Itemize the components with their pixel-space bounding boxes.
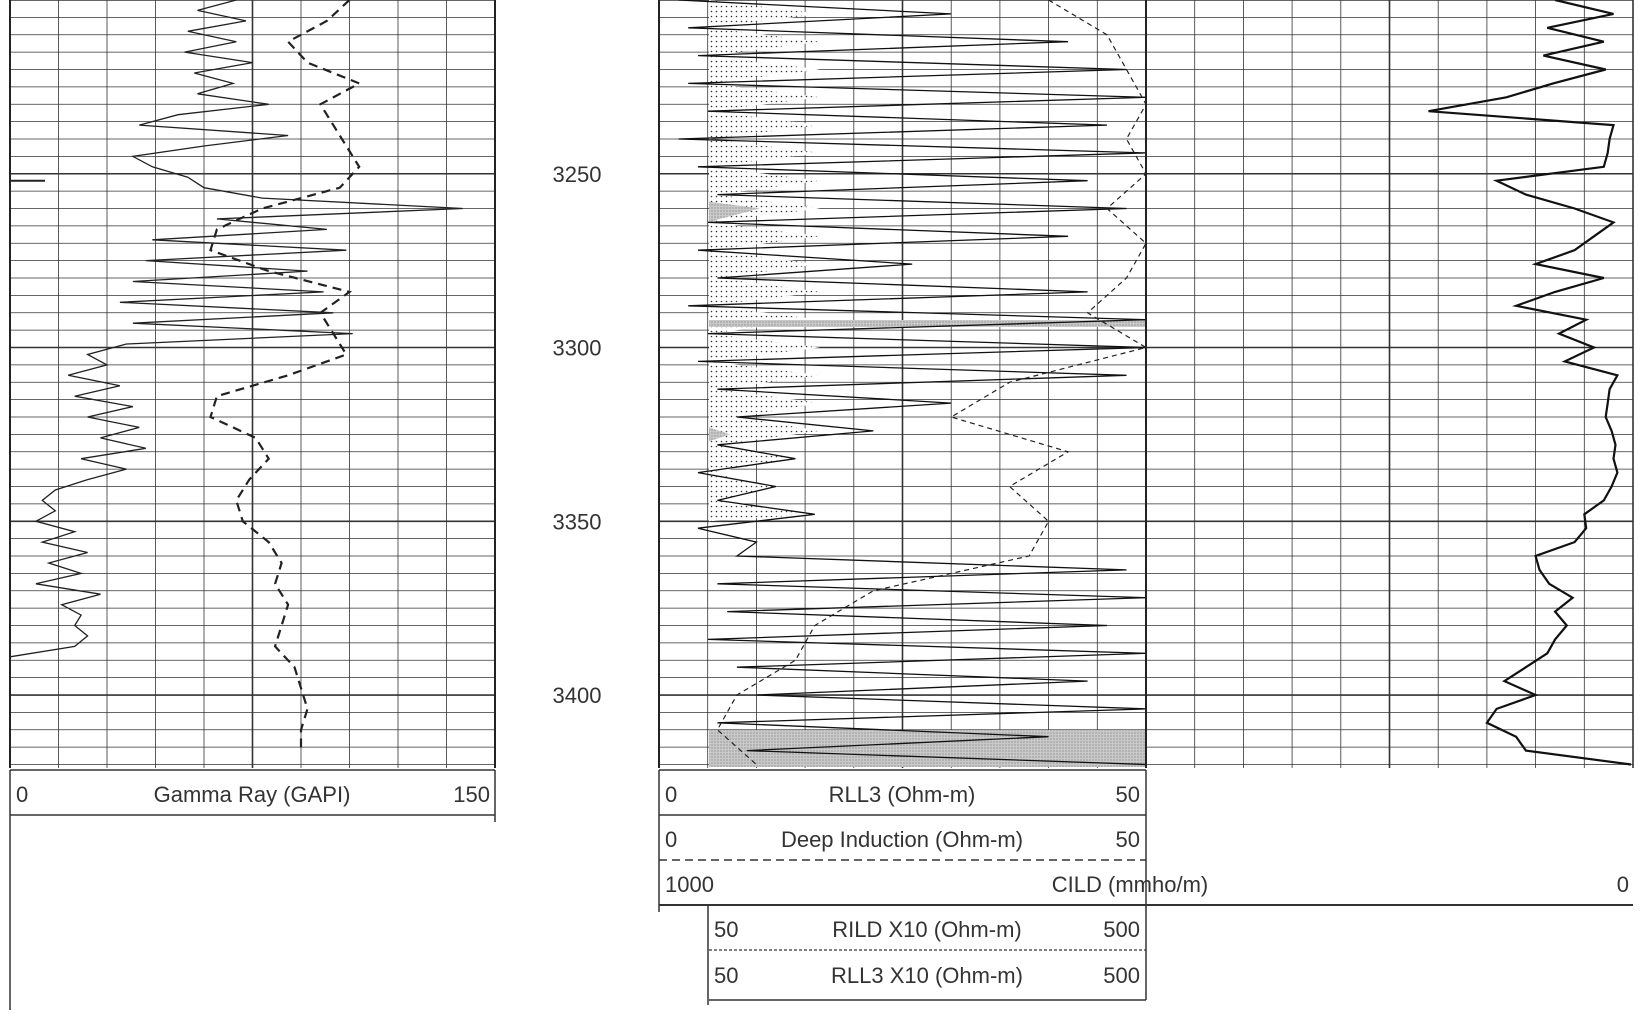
depth-tick-label: 3250: [553, 162, 602, 187]
ild-min-label: 0: [665, 827, 677, 852]
grey-band-3308: [709, 320, 1146, 327]
cild-curve: [1428, 0, 1632, 766]
gr-min-label: 0: [16, 782, 28, 807]
dotted-sand-shading: [709, 0, 820, 522]
ild-max-label: 50: [1116, 827, 1140, 852]
rild10-curve-label: RILD X10 (Ohm-m): [832, 917, 1021, 942]
cild-min-label: 1000: [665, 872, 714, 897]
log-curves: [9, 0, 1632, 768]
depth-tick-label: 3350: [553, 509, 602, 534]
cild-max-label: 0: [1617, 872, 1629, 897]
gr-curve-label: Gamma Ray (GAPI): [154, 782, 351, 807]
rll3-max-label: 50: [1116, 782, 1140, 807]
rild10-min-label: 50: [714, 917, 738, 942]
depth-tick-label: 3300: [553, 336, 602, 361]
rll310-max-label: 500: [1103, 963, 1140, 988]
track-1-grid: [9, 0, 496, 768]
track-headers: 0 Gamma Ray (GAPI) 150 0 RLL3 (Ohm-m) 50…: [9, 769, 1633, 1010]
gr-max-label: 150: [453, 782, 490, 807]
track-1-dashed-curve: [209, 0, 362, 751]
depth-tick-label: 3400: [553, 683, 602, 708]
depth-axis: 3250 3300 3350 3400: [553, 162, 602, 708]
cild-curve-label: CILD (mmho/m): [1052, 872, 1208, 897]
ild-curve-label: Deep Induction (Ohm-m): [781, 827, 1023, 852]
gamma-ray-curve: [9, 0, 463, 658]
rll310-curve-label: RLL3 X10 (Ohm-m): [831, 963, 1023, 988]
bottom-grey-zone: [709, 730, 1146, 767]
rll3-min-label: 0: [665, 782, 677, 807]
lithology-shading: [709, 0, 1146, 767]
rll3-curve: [678, 0, 1147, 766]
rll3-curve-label: RLL3 (Ohm-m): [829, 782, 976, 807]
rll310-min-label: 50: [714, 963, 738, 988]
deep-induction-curve: [716, 0, 1148, 765]
rild10-max-label: 500: [1103, 917, 1140, 942]
